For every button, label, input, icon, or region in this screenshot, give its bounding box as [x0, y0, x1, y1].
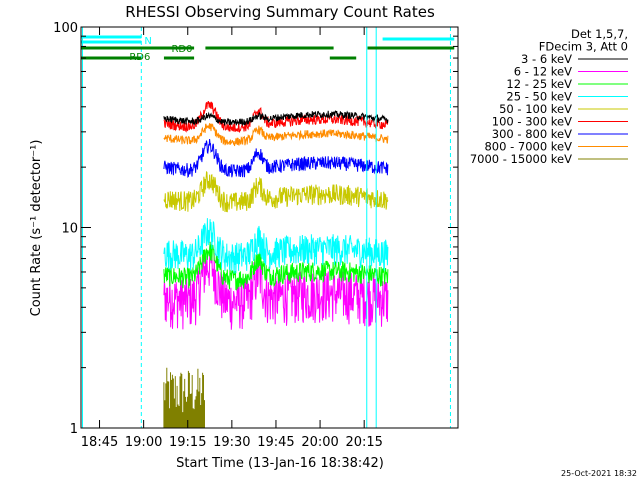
legend-header-1: Det 1,5,7, [571, 27, 628, 41]
x-tick-label-7: 20:15 [345, 435, 382, 450]
legend-entry-1: 3 - 6 keV [521, 52, 572, 66]
series-line-9 [163, 367, 205, 428]
x-tick-label-2: 19:00 [125, 435, 162, 450]
x-tick-label-1: 18:45 [81, 435, 118, 450]
y-tick-label-3: 100 [53, 21, 78, 36]
plot-area: N RD0 RD6 [81, 27, 455, 428]
legend-entry-9: 7000 - 15000 keV [470, 152, 572, 166]
indicator-label-rd6: RD6 [129, 52, 150, 63]
legend-entry-4: 25 - 50 keV [506, 90, 572, 104]
legend-entry-8: 800 - 7000 keV [484, 140, 572, 154]
plot-frame [80, 26, 459, 429]
chart-title: RHESSI Observing Summary Count Rates [125, 3, 435, 21]
legend-header-2: FDecim 3, Att 0 [539, 40, 628, 54]
y-tick-label-1: 1 [70, 422, 78, 437]
legend-entry-3: 12 - 25 keV [506, 77, 572, 91]
legend-entry-5: 50 - 100 keV [499, 102, 572, 116]
x-tick-label-4: 19:30 [213, 435, 250, 450]
y-axis-label: Count Rate (s⁻¹ detector⁻¹) [29, 140, 44, 317]
series-line-6 [163, 100, 389, 133]
series-line-5 [163, 171, 389, 213]
y-tick-label-2: 10 [61, 222, 78, 237]
x-axis-label: Start Time (13-Jan-16 18:38:42) [176, 456, 384, 471]
x-tick-label-3: 19:15 [169, 435, 206, 450]
series-line-8 [163, 123, 389, 147]
legend-entry-7: 300 - 800 keV [492, 127, 572, 141]
series-line-7 [163, 138, 389, 179]
indicator-label-rd0: RD0 [171, 44, 192, 55]
legend-entry-2: 6 - 12 keV [514, 65, 572, 79]
series-line-3 [163, 241, 389, 291]
axes: 18:45 19:00 19:15 19:30 19:45 20:00 20:15 1 10 10… [53, 21, 459, 450]
series-line-1 [163, 110, 389, 127]
generation-timestamp: 25-Oct-2021 18:32 [561, 469, 637, 478]
x-tick-label-6: 20:00 [301, 435, 338, 450]
x-tick-label-5: 19:45 [257, 435, 294, 450]
series-line-4 [163, 218, 389, 274]
legend-entry-6: 100 - 300 keV [492, 115, 572, 129]
indicator-label-n: N [144, 36, 151, 47]
